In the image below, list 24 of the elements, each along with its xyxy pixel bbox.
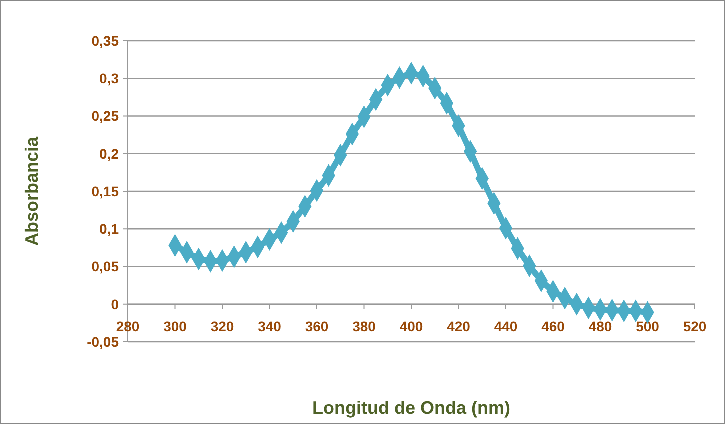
y-axis-title: Absorbancia: [22, 136, 42, 246]
y-tick-label: -0,05: [87, 334, 120, 350]
x-tick-label: 300: [164, 318, 188, 334]
y-tick-label: 0,15: [92, 183, 120, 200]
x-tick-label: 380: [352, 318, 376, 334]
x-tick-label: 500: [636, 318, 660, 334]
x-tick-label: 460: [542, 318, 566, 334]
y-tick-label: 0,25: [92, 108, 120, 124]
x-tick-label: 440: [494, 318, 518, 334]
x-tick-label: 400: [400, 318, 424, 334]
x-tick-label: 320: [210, 318, 234, 334]
x-tick-label: 360: [305, 318, 329, 334]
y-tick-label: 0: [111, 296, 120, 312]
x-tick-label: 520: [683, 318, 707, 334]
y-tick-label: 0,2: [100, 146, 120, 162]
x-tick-label: 480: [588, 318, 612, 334]
y-tick-label: 0,1: [100, 221, 120, 238]
y-tick-label: 0,05: [92, 258, 120, 275]
y-tick-label: 0,35: [92, 32, 120, 49]
y-tick-label: 0,3: [100, 70, 120, 87]
x-tick-label: 340: [258, 318, 282, 334]
x-tick-label: 280: [116, 318, 140, 334]
x-axis-title: Longitud de Onda (nm): [312, 398, 510, 418]
x-tick-label: 420: [447, 318, 471, 334]
